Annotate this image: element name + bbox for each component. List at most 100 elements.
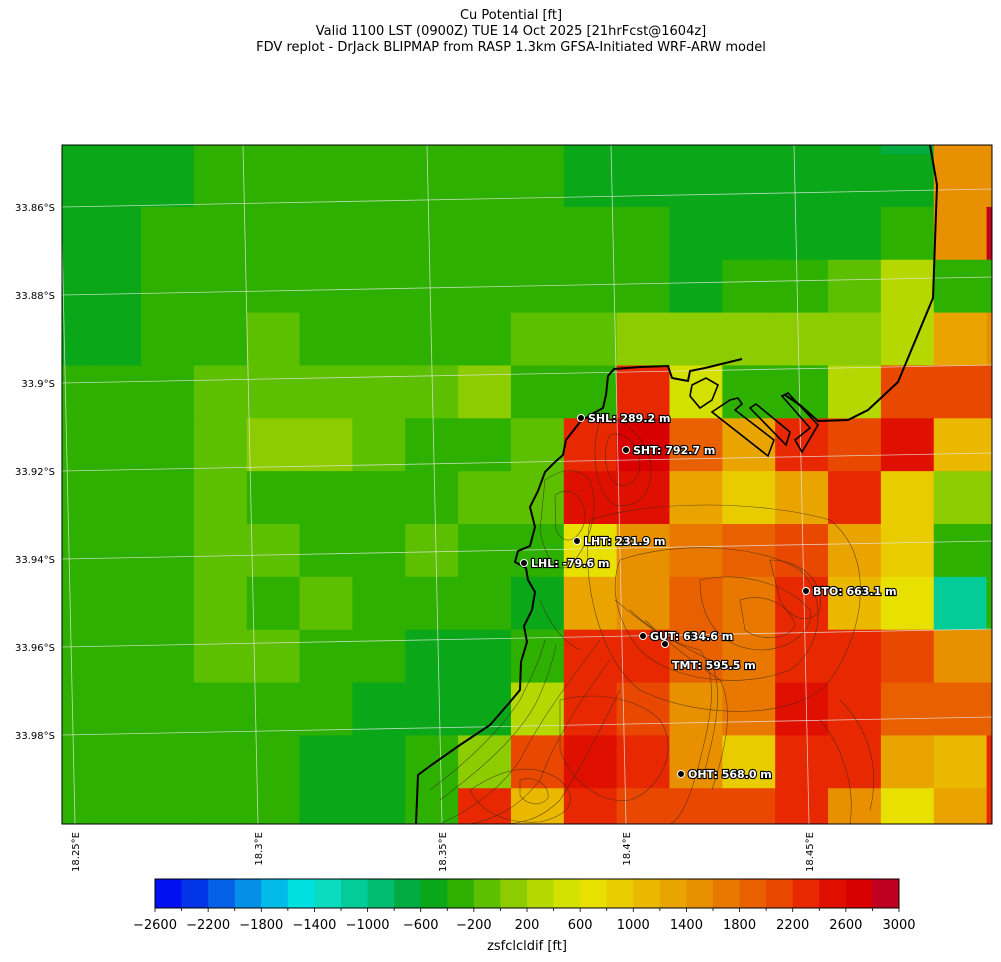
colorbar-label: zsfclcldif [ft] [487, 939, 567, 954]
heatmap-cell [986, 259, 992, 314]
heatmap-cell [88, 735, 142, 789]
heatmap-cell [88, 629, 142, 684]
colorbar-tick-label: −1400 [292, 918, 336, 933]
heatmap-cell [722, 735, 776, 789]
heatmap-cell [88, 524, 142, 578]
heatmap-cell [563, 259, 618, 314]
heatmap-cell [616, 312, 671, 367]
heatmap-cell [299, 365, 353, 419]
heatmap-cell [722, 365, 776, 419]
heatmap-cell [510, 154, 565, 208]
heatmap-cell [88, 788, 142, 824]
colorbar-swatch [527, 879, 555, 908]
heatmap-cell [933, 312, 988, 367]
heatmap-cell [246, 735, 301, 789]
heatmap-cell [775, 145, 829, 155]
heatmap-cell [193, 145, 248, 155]
heatmap-cell [62, 576, 89, 631]
heatmap-cell [62, 206, 89, 261]
heatmap-cell [616, 154, 671, 208]
colorbar-swatch [394, 879, 422, 908]
heatmap-cell [775, 735, 829, 789]
station-label: LHT: 231.9 m [584, 535, 665, 548]
heatmap-cell [352, 471, 406, 525]
heatmap-cell [405, 145, 459, 155]
heatmap-cell [669, 418, 723, 472]
colorbar-swatch [659, 879, 687, 908]
heatmap-cell [775, 154, 829, 208]
station-marker [573, 537, 581, 545]
heatmap-cell [193, 471, 248, 525]
longitude-label: 18.3°E [254, 832, 265, 866]
heatmap-cell [986, 788, 992, 824]
colorbar-tick-label: 1000 [617, 918, 650, 933]
heatmap-cell [722, 524, 776, 578]
longitude-gridline [610, 145, 627, 824]
heatmap-cell [986, 735, 992, 789]
latitude-gridline [62, 452, 992, 472]
heatmap-cell [828, 418, 882, 472]
heatmap-cell [880, 145, 935, 155]
colorbar-tick-label: −2600 [133, 918, 177, 933]
heatmap-cell [141, 682, 195, 736]
heatmap-cell [193, 682, 248, 736]
longitude-label: 18.25°E [71, 832, 82, 872]
station-marker [622, 446, 630, 454]
heatmap-cell [88, 312, 142, 367]
heatmap-cell [563, 206, 618, 261]
heatmap-cell [405, 154, 459, 208]
latitude-label: 33.86°S [15, 203, 55, 214]
heatmap-cell [352, 312, 406, 367]
colorbar-swatch [314, 879, 342, 908]
longitude-gridline [426, 145, 443, 824]
heatmap-cell [141, 471, 195, 525]
heatmap-cell [986, 365, 992, 419]
heatmap-cell [299, 312, 353, 367]
heatmap-cell [880, 259, 935, 314]
heatmap-cell [510, 576, 565, 631]
heatmap-cell [986, 418, 992, 472]
heatmap-cell [141, 206, 195, 261]
heatmap-cell [986, 682, 992, 736]
latitude-gridline [62, 540, 992, 560]
heatmap-cell [246, 788, 301, 824]
heatmap-cell [828, 788, 882, 824]
heatmap-cell [563, 788, 618, 824]
heatmap-cell [193, 418, 248, 472]
heatmap-cell [88, 471, 142, 525]
heatmap-cell [246, 145, 301, 155]
heatmap-cell [986, 524, 992, 578]
latitude-label: 33.94°S [15, 555, 55, 566]
longitude-label: 18.45°E [805, 832, 816, 872]
heatmap-cell [352, 788, 406, 824]
heatmap-cell [828, 312, 882, 367]
heatmap-cell [563, 576, 618, 631]
heatmap-cell [880, 682, 935, 736]
heatmap-cell [193, 206, 248, 261]
heatmap-cell [62, 145, 89, 155]
heatmap-cell [193, 788, 248, 824]
colorbar-tick-label: −200 [456, 918, 492, 933]
colorbar-swatch [367, 879, 395, 908]
heatmap-cell [616, 682, 671, 736]
heatmap-cell [775, 365, 829, 419]
heatmap-cell [141, 365, 195, 419]
colorbar-swatch [181, 879, 209, 908]
heatmap-cell [299, 735, 353, 789]
heatmap-cell [510, 471, 565, 525]
heatmap-cell [458, 418, 512, 472]
axis-tick-labels: 33.86°S 33.88°S 33.9°S 33.92°S 33.94°S 33.96°… [15, 203, 816, 872]
heatmap-cell [246, 312, 301, 367]
heatmap-cell [458, 471, 512, 525]
station-label: LHL: -79.6 m [531, 557, 609, 570]
heatmap-cell [933, 471, 988, 525]
heatmap-cell [616, 524, 671, 578]
station-label: SHL: 289.2 m [588, 412, 670, 425]
heatmap-cell [880, 735, 935, 789]
colorbar-swatch [792, 879, 820, 908]
station-label: OHT: 568.0 m [688, 768, 772, 781]
latitude-gridline [62, 364, 992, 384]
heatmap-cell [669, 682, 723, 736]
heatmap-cell [246, 365, 301, 419]
station-label: SHT: 792.7 m [633, 444, 715, 457]
